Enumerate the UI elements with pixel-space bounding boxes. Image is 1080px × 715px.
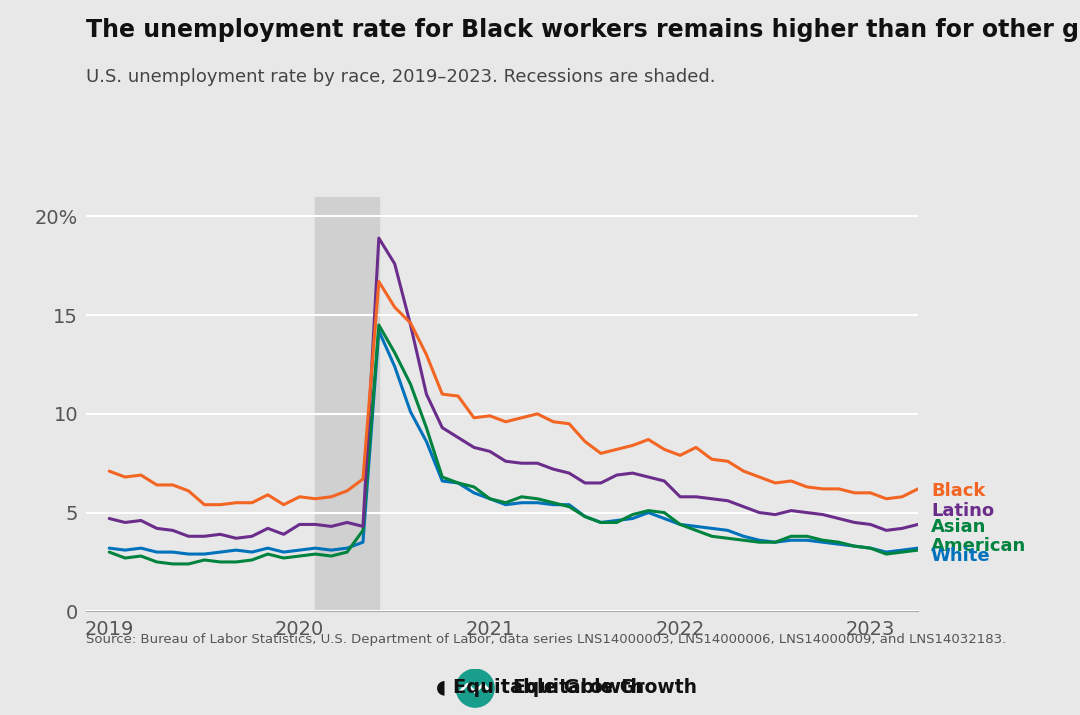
Text: White: White (931, 547, 990, 565)
Text: U.S. unemployment rate by race, 2019–2023. Recessions are shaded.: U.S. unemployment rate by race, 2019–202… (86, 68, 716, 86)
Text: Black: Black (931, 482, 985, 500)
Bar (315, 197, 379, 611)
Text: Asian
American: Asian American (931, 518, 1026, 555)
Text: The unemployment rate for Black workers remains higher than for other groups: The unemployment rate for Black workers … (86, 18, 1080, 42)
Text: Equitable Growth: Equitable Growth (513, 679, 697, 697)
Text: ◖ Equitable Growth: ◖ Equitable Growth (436, 679, 644, 697)
Text: Latino: Latino (931, 502, 994, 520)
Text: Source: Bureau of Labor Statistics, U.S. Department of Labor, data series LNS140: Source: Bureau of Labor Statistics, U.S.… (86, 633, 1007, 646)
